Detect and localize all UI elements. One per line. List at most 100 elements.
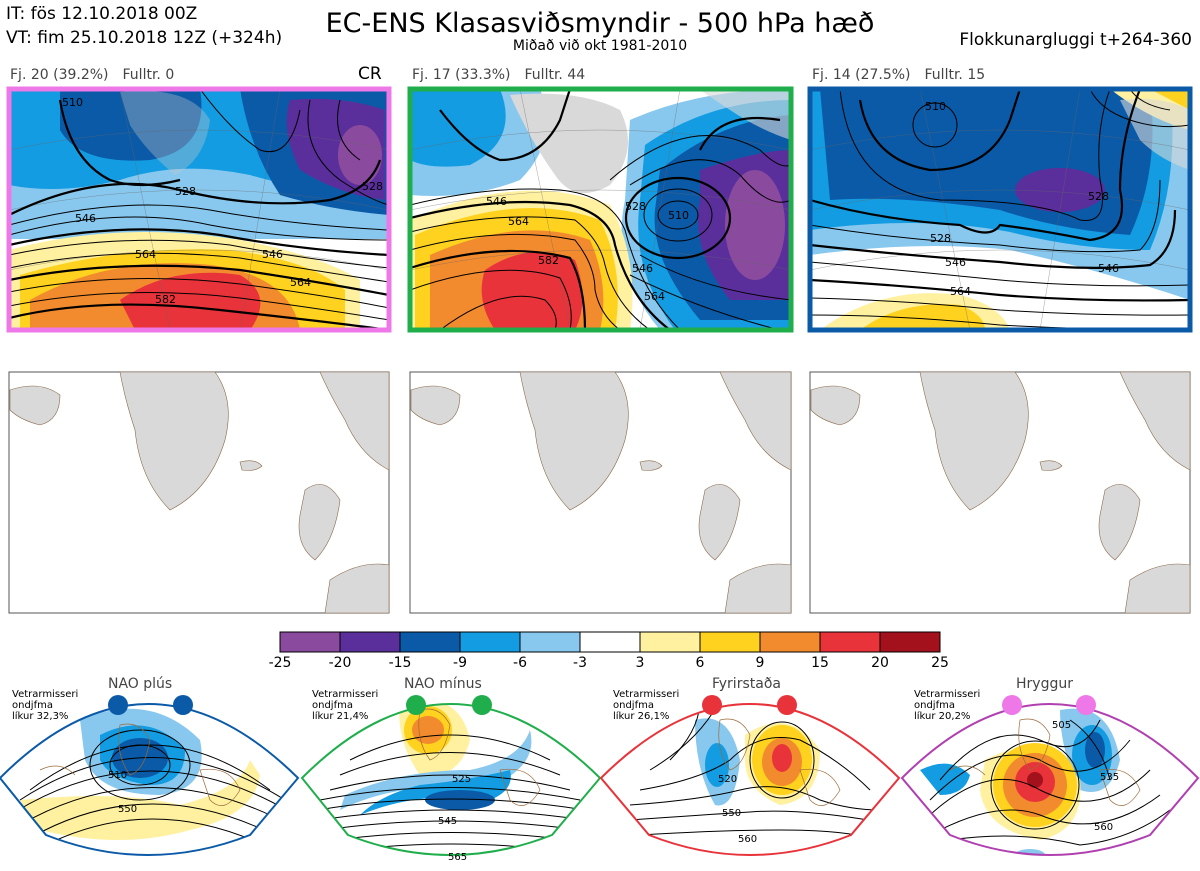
empty-map-2	[409, 371, 792, 614]
page-title: EC-ENS Klasasviðsmyndir - 500 hPa hæð	[325, 8, 875, 39]
regime-contour-label: 520	[718, 774, 737, 785]
regime-2-info: Vetrarmisseri ondjfma líkur 21,4%	[312, 689, 378, 722]
contour-label: 528	[1088, 190, 1109, 203]
regime-3-title: Fyrirstaða	[712, 676, 781, 692]
colorbar	[279, 631, 941, 653]
regime-2-title: NAO mínus	[404, 676, 482, 692]
cluster-1-title: Fj. 20 (39.2%)	[10, 67, 109, 83]
regime-contour-label: 560	[738, 834, 757, 845]
initial-time: IT: fös 12.10.2018 00Z	[6, 4, 198, 24]
empty-map-3	[809, 371, 1191, 614]
regime-1-probability: líkur 32,3%	[12, 711, 69, 722]
contour-label: 528	[362, 180, 383, 193]
regime-1-info: Vetrarmisseri ondjfma líkur 32,3%	[12, 689, 78, 722]
colorbar-tick-label: 3	[635, 655, 645, 671]
colorbar-tick-label: -15	[388, 655, 412, 671]
contour-label: 546	[945, 256, 966, 269]
contour-label: 546	[632, 262, 653, 275]
regime-contour-label: 505	[1052, 720, 1071, 731]
regime-3-probability: líkur 26,1%	[613, 711, 670, 722]
cluster-3-contour-labels: 510 528 528 546 546 564	[925, 100, 1119, 298]
cluster-2-member: Fulltr. 44	[524, 67, 586, 83]
regime-2-season: Vetrarmisseri	[312, 689, 379, 700]
contour-label: 510	[925, 100, 946, 113]
colorbar-swatch	[339, 631, 401, 653]
colorbar-swatch	[819, 631, 881, 653]
colorbar-swatch	[459, 631, 521, 653]
regime-contour-label: 565	[448, 852, 467, 863]
cluster-1-regime-tag: CR	[358, 64, 382, 84]
colorbar-swatch	[279, 631, 341, 653]
regime-4-season: Vetrarmisseri	[914, 689, 981, 700]
contour-label: 528	[625, 200, 646, 213]
regime-contour-label: 550	[118, 804, 137, 815]
regime-contour-label: 545	[438, 816, 457, 827]
contour-label: 546	[486, 195, 507, 208]
page-subtitle: Miðað við okt 1981-2010	[512, 38, 688, 54]
cluster-3-label: Fj. 14 (27.5%) Fulltr. 15	[812, 67, 985, 83]
cluster-1-frame	[6, 86, 392, 333]
cluster-2-label: Fj. 17 (33.3%) Fulltr. 44	[412, 67, 585, 83]
colorbar-tick-label: -3	[573, 655, 587, 671]
colorbar-tick-label: -20	[328, 655, 352, 671]
regime-4-title: Hryggur	[1016, 676, 1073, 692]
regime-3-info: Vetrarmisseri ondjfma líkur 26,1%	[613, 689, 679, 722]
colorbar-swatch	[879, 631, 941, 653]
contour-label: 564	[135, 248, 156, 261]
colorbar-swatch	[519, 631, 581, 653]
cluster-3-map	[810, 89, 1190, 330]
contour-label: 528	[930, 232, 951, 245]
colorbar-tick-label: -25	[268, 655, 292, 671]
colorbar-tick-label: 20	[871, 655, 889, 671]
cluster-1-map	[9, 89, 389, 330]
regime-contour-label: 535	[1100, 772, 1119, 783]
colorbar-tick-label: -6	[513, 655, 527, 671]
contour-label: 546	[262, 248, 283, 261]
regime-3-months: ondjfma	[613, 700, 654, 711]
regime-4-info: Vetrarmisseri ondjfma líkur 20,2%	[914, 689, 980, 722]
cluster-2-map	[410, 89, 791, 330]
cluster-3-title: Fj. 14 (27.5%)	[812, 67, 911, 83]
cluster-2-frame	[407, 86, 794, 333]
regime-2-months: ondjfma	[312, 700, 353, 711]
cluster-2-contour-labels: 546 564 582 528 510 546 564	[486, 195, 689, 303]
classification-window: Flokkunargluggi t+264-360	[959, 30, 1192, 50]
colorbar-swatch	[759, 631, 821, 653]
colorbar-swatch	[579, 631, 641, 653]
cluster-1-contour-labels: 528 546 564 582 546 564 528 510	[62, 96, 383, 306]
contour-label: 564	[508, 215, 529, 228]
regime-4-probability: líkur 20,2%	[914, 711, 971, 722]
valid-time: VT: fim 25.10.2018 12Z (+324h)	[6, 28, 283, 48]
cluster-3-frame	[807, 86, 1193, 333]
contour-label: 528	[175, 185, 196, 198]
colorbar-swatch	[399, 631, 461, 653]
regime-1-title: NAO plús	[108, 676, 173, 692]
empty-map-1	[8, 371, 390, 614]
cluster-2-title: Fj. 17 (33.3%)	[412, 67, 511, 83]
contour-label: 510	[668, 209, 689, 222]
contour-label: 546	[75, 212, 96, 225]
contour-label: 564	[644, 290, 665, 303]
colorbar-tick-label: 15	[811, 655, 829, 671]
contour-label: 564	[290, 276, 311, 289]
regime-contour-label: 560	[1094, 822, 1113, 833]
regime-4-months: ondjfma	[914, 700, 955, 711]
cluster-1-member: Fulltr. 0	[122, 67, 175, 83]
colorbar-tick-label: 25	[931, 655, 949, 671]
colorbar-swatch	[639, 631, 701, 653]
regime-contour-label: 550	[722, 808, 741, 819]
contour-label: 564	[950, 285, 971, 298]
regime-2-probability: líkur 21,4%	[312, 711, 369, 722]
contour-label: 510	[62, 96, 83, 109]
regime-3-season: Vetrarmisseri	[613, 689, 680, 700]
cluster-3-member: Fulltr. 15	[924, 67, 986, 83]
contour-label: 582	[538, 254, 559, 267]
colorbar-tick-label: 9	[755, 655, 765, 671]
colorbar-tick-label: -9	[453, 655, 467, 671]
contour-label: 546	[1098, 262, 1119, 275]
colorbar-swatch	[699, 631, 761, 653]
regime-1-months: ondjfma	[12, 700, 53, 711]
regime-contour-label: 525	[452, 774, 471, 785]
contour-label: 582	[155, 293, 176, 306]
colorbar-tick-label: 6	[695, 655, 705, 671]
